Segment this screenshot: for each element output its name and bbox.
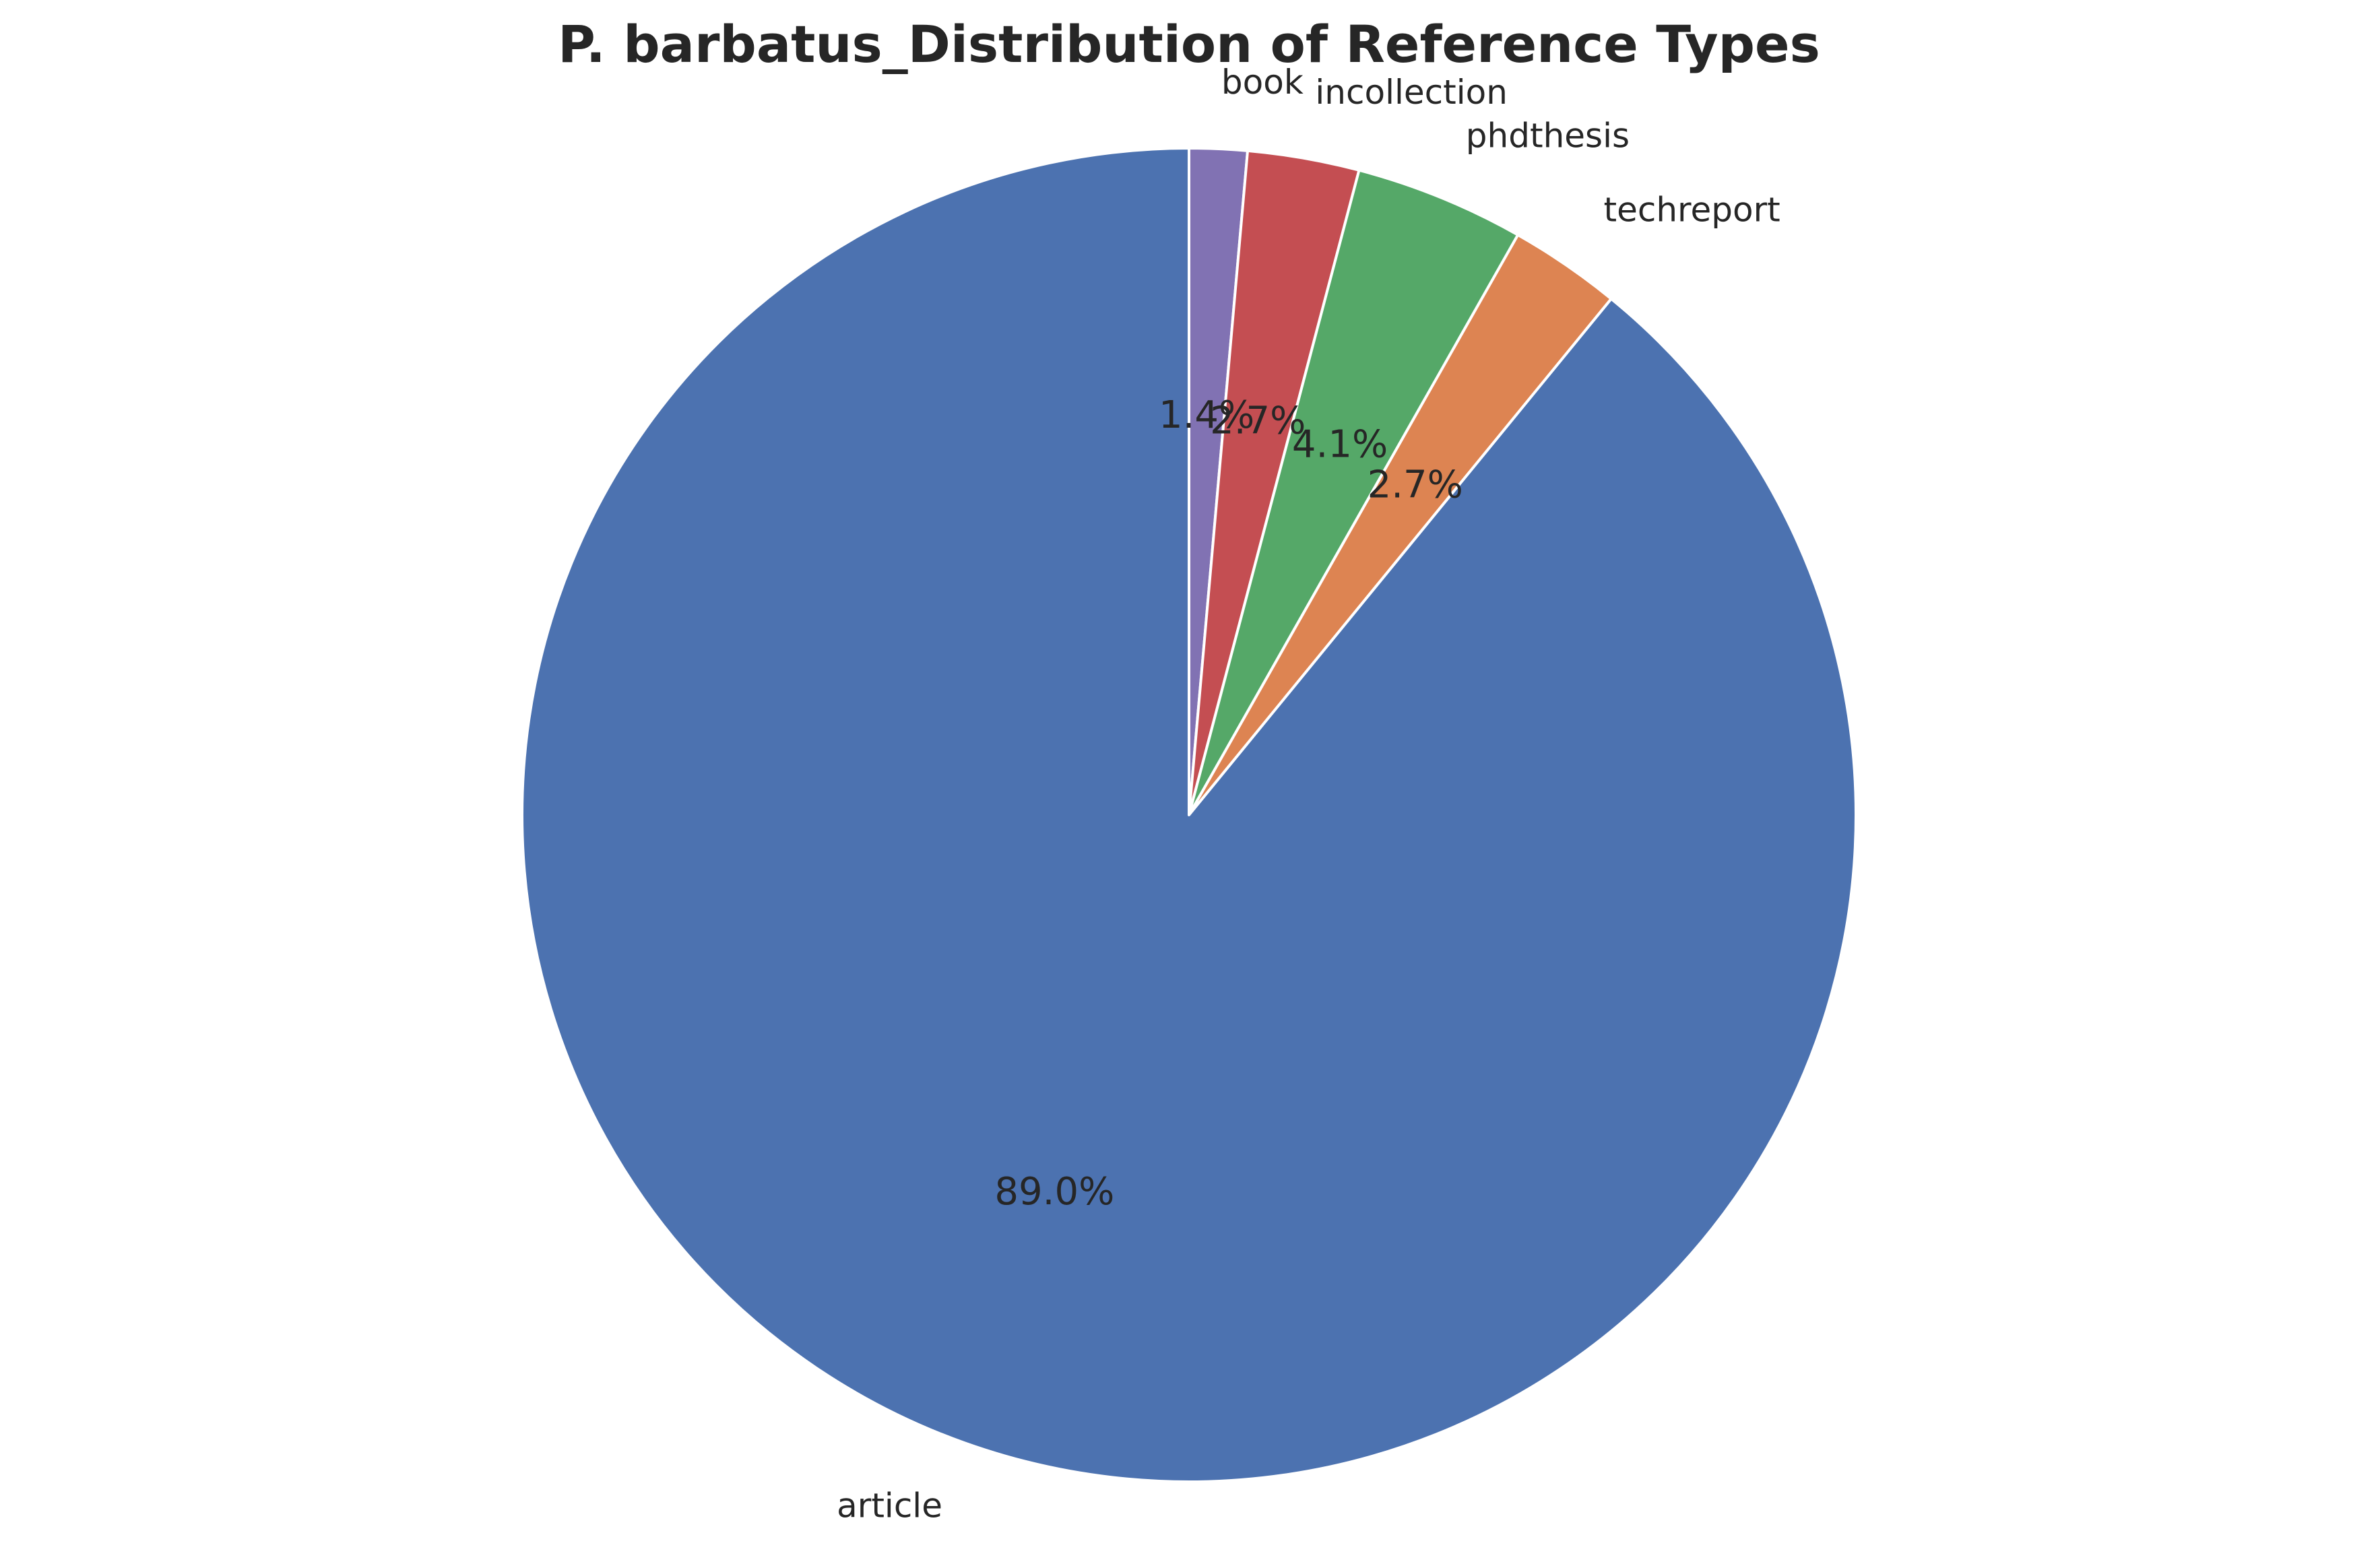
slice-label-incollection: incollection [1315, 73, 1507, 112]
slice-pct-label-phdthesis: 4.1% [1292, 422, 1388, 466]
slice-pct-label-book: 1.4% [1159, 393, 1254, 437]
slice-label-techreport: techreport [1603, 191, 1780, 230]
pie-slices [521, 147, 1857, 1483]
slice-label-book: book [1221, 63, 1304, 102]
slice-pct-label-article: 89.0% [994, 1170, 1114, 1214]
slice-pct-label-incollection: 2.7% [1210, 399, 1306, 443]
slice-label-phdthesis: phdthesis [1466, 116, 1630, 155]
pie-slice-article [521, 147, 1857, 1483]
pie-slice-phdthesis [1188, 168, 1520, 816]
pie-labels: book 1.4% incollection 2.7% phdthesis 4.1% tec… [837, 63, 1780, 1526]
slice-label-article: article [837, 1487, 942, 1526]
slice-pct-label-techreport: 2.7% [1368, 463, 1463, 507]
chart-title: P. barbatus_Distribution of Reference Ty… [558, 14, 1820, 74]
